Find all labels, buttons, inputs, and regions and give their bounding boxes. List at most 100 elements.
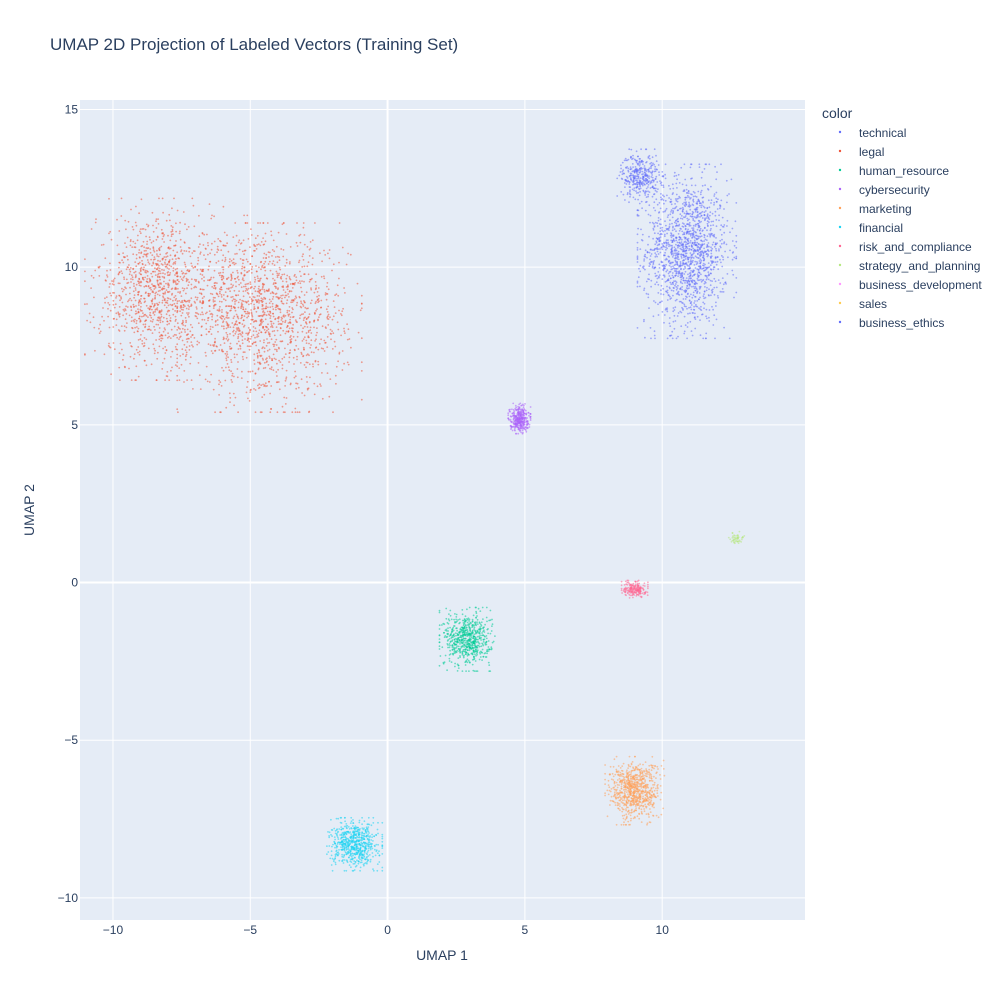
data-point <box>683 163 686 166</box>
data-point <box>178 232 181 235</box>
data-point <box>179 238 182 241</box>
data-point <box>678 253 680 256</box>
data-point <box>692 195 695 198</box>
data-point <box>245 287 248 290</box>
data-point <box>620 191 623 193</box>
data-point <box>675 256 677 259</box>
data-point <box>239 347 242 350</box>
data-point <box>668 243 671 246</box>
data-point <box>663 242 666 245</box>
data-point <box>454 665 456 668</box>
data-point <box>199 243 201 246</box>
data-point <box>718 248 720 251</box>
data-point <box>285 376 288 379</box>
data-point <box>701 243 704 246</box>
data-point <box>160 228 163 231</box>
data-point <box>252 341 255 344</box>
data-point <box>235 331 237 333</box>
data-point <box>303 325 306 328</box>
data-point <box>673 267 676 270</box>
data-point <box>667 239 669 242</box>
data-point <box>147 247 150 249</box>
data-point <box>124 318 127 321</box>
data-point <box>228 345 231 348</box>
data-point <box>128 268 131 271</box>
data-point <box>640 228 642 231</box>
data-point <box>486 648 489 651</box>
data-point <box>478 635 481 638</box>
data-point <box>132 290 135 293</box>
data-point <box>181 252 184 255</box>
data-point <box>170 328 173 331</box>
data-point <box>480 623 482 626</box>
data-point <box>676 267 679 270</box>
data-point <box>698 221 701 224</box>
data-point <box>129 355 132 358</box>
data-point <box>225 366 227 369</box>
data-point <box>252 321 255 323</box>
data-point <box>702 196 705 199</box>
data-point <box>154 270 156 273</box>
data-point <box>237 306 240 309</box>
data-point <box>657 232 659 235</box>
data-point <box>250 298 253 300</box>
data-point <box>702 262 705 265</box>
data-point <box>302 226 305 229</box>
data-point <box>306 387 309 390</box>
data-point <box>201 307 203 309</box>
data-point <box>636 184 639 186</box>
data-point <box>221 348 223 351</box>
data-point <box>729 231 731 234</box>
data-point <box>167 309 170 312</box>
data-point <box>616 177 619 180</box>
data-point <box>246 260 249 263</box>
data-point <box>232 284 235 287</box>
data-point <box>108 286 111 288</box>
data-point <box>208 203 211 206</box>
data-point <box>275 326 278 328</box>
data-point <box>156 302 158 305</box>
data-point <box>662 175 665 177</box>
data-point <box>676 218 679 221</box>
data-point <box>152 291 155 294</box>
data-point <box>172 249 175 252</box>
data-point <box>703 243 706 245</box>
data-point <box>267 331 270 334</box>
data-point <box>184 263 187 266</box>
data-point <box>687 273 689 276</box>
data-point <box>653 225 656 227</box>
data-point <box>684 215 687 217</box>
data-point <box>248 340 251 343</box>
plot-area[interactable] <box>80 100 805 920</box>
data-point <box>255 310 258 313</box>
data-point <box>631 170 634 173</box>
data-point <box>706 224 709 227</box>
data-point <box>175 318 177 321</box>
data-point <box>123 256 126 259</box>
data-point <box>689 198 691 200</box>
data-point <box>695 234 698 237</box>
data-point <box>160 313 163 316</box>
data-point <box>327 305 329 308</box>
data-point <box>695 243 698 246</box>
data-point <box>309 241 312 243</box>
data-point <box>250 268 253 271</box>
data-point <box>697 226 700 229</box>
data-point <box>662 211 665 213</box>
data-point <box>273 334 276 337</box>
data-point <box>700 252 702 255</box>
data-point <box>300 302 303 305</box>
data-point <box>448 660 451 662</box>
data-point <box>163 285 166 288</box>
data-point <box>239 258 242 260</box>
data-point <box>234 253 237 255</box>
data-point <box>225 355 228 357</box>
data-point <box>671 193 674 196</box>
data-point <box>302 327 304 330</box>
data-point <box>695 282 697 285</box>
data-point <box>667 294 670 296</box>
data-point <box>176 310 179 312</box>
data-point <box>92 316 95 319</box>
data-point <box>735 246 738 249</box>
data-point <box>216 314 219 317</box>
